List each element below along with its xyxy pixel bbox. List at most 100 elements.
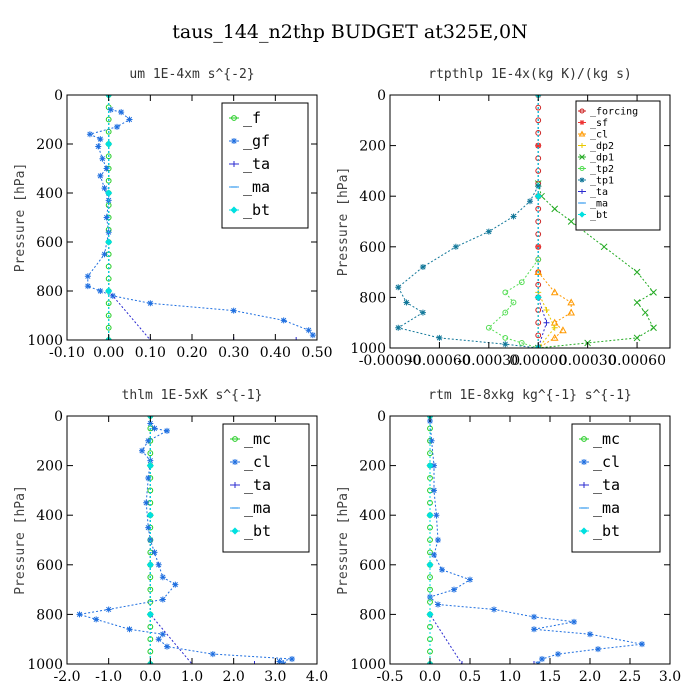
y-axis-label: Pressure [hPa]: [13, 485, 28, 595]
data-point: [550, 288, 559, 296]
data-point: [126, 116, 133, 123]
plot-area: [395, 95, 657, 348]
legend-label: _tp1: [590, 176, 614, 187]
data-point: [427, 574, 433, 581]
x-tick-label: 2.0: [223, 669, 245, 685]
data-point: [431, 462, 437, 469]
data-point: [435, 537, 441, 543]
y-tick-label: 400: [359, 189, 386, 205]
data-point: [109, 292, 116, 299]
legend-marker: [231, 161, 237, 167]
series-tp1: [395, 183, 542, 348]
legend-marker: [231, 115, 237, 121]
chart-panel: rtpthlp 1E-4x(kg K)/(kg s) Pressure [hPa]…: [336, 67, 671, 369]
data-point: [151, 549, 158, 556]
data-point: [531, 626, 537, 633]
legend-label: _dp2: [590, 141, 614, 152]
x-tick-label: -1.0: [95, 669, 122, 685]
data-point: [159, 631, 166, 638]
x-tick-label: 0.20: [176, 345, 207, 361]
y-tick-label: 400: [36, 508, 63, 524]
data-point: [639, 641, 645, 648]
data-point: [543, 319, 550, 326]
data-point: [459, 661, 465, 664]
legend-marker: [231, 138, 237, 144]
data-point: [426, 561, 434, 569]
data-point: [147, 450, 154, 457]
data-point: [172, 581, 179, 588]
data-point: [555, 651, 561, 658]
data-point: [155, 561, 162, 568]
panel-title: um 1E-4xm s^{-2}: [129, 67, 254, 82]
legend-label: _ma: [590, 199, 608, 210]
legend: _mc _cl _ta _ma _bt: [571, 423, 661, 553]
data-point: [426, 511, 434, 519]
legend-marker: [581, 482, 587, 488]
legend-label: _bt: [593, 522, 620, 540]
data-point: [567, 298, 576, 306]
data-point: [518, 279, 525, 286]
data-point: [164, 427, 170, 434]
data-point: [595, 646, 601, 653]
legend-label: _mc: [593, 430, 620, 448]
data-point: [97, 288, 104, 294]
figure-title: taus_144_n2thp BUDGET at325E,0N: [172, 21, 527, 43]
data-point: [251, 661, 258, 664]
data-point: [147, 420, 154, 427]
data-point: [114, 123, 120, 130]
data-point: [143, 499, 150, 506]
data-point: [151, 425, 158, 432]
data-point: [502, 309, 509, 316]
data-point: [531, 661, 537, 664]
series-bt: [105, 95, 113, 340]
panel-title: rtm 1E-8xkg kg^{-1} s^{-1}: [428, 388, 632, 403]
legend-marker: [579, 108, 585, 114]
data-point: [502, 334, 509, 341]
x-tick-label: 3.0: [264, 669, 286, 685]
data-point: [280, 317, 287, 324]
data-point: [535, 183, 542, 190]
y-tick-label: 200: [359, 459, 386, 475]
legend-marker: [579, 189, 585, 194]
data-point: [101, 251, 108, 258]
data-point: [633, 299, 641, 306]
data-point: [491, 606, 497, 613]
legend: _f _gf _ta _ma _bt: [221, 102, 309, 229]
data-point: [105, 116, 112, 123]
legend-marker: [232, 436, 238, 442]
series-line: [537, 95, 548, 348]
legend-marker: [579, 154, 585, 160]
data-point: [535, 142, 542, 149]
legend: _mc _cl _ta _ma _bt: [222, 423, 310, 553]
legend-label: _bt: [244, 522, 271, 540]
data-point: [633, 268, 641, 276]
y-tick-label: 200: [36, 459, 63, 475]
y-tick-label: 200: [359, 139, 386, 155]
x-tick-label: -0.00060: [408, 353, 471, 369]
data-point: [309, 332, 316, 339]
data-point: [76, 611, 83, 618]
y-tick-label: 1000: [27, 657, 63, 673]
y-axis-label: Pressure [hPa]: [336, 485, 351, 595]
series-line: [429, 416, 534, 664]
legend-label: _ta: [593, 476, 620, 494]
y-tick-label: 1000: [27, 333, 63, 349]
x-tick-label: 0.50: [301, 345, 332, 361]
legend-marker: [579, 143, 585, 148]
x-tick-label: 2.5: [619, 669, 641, 685]
y-tick-label: 1000: [350, 341, 386, 357]
legend-label: _ta: [243, 155, 270, 173]
data-point: [103, 214, 110, 221]
y-tick-label: 0: [377, 409, 386, 425]
data-point: [567, 308, 576, 316]
series-ta: [427, 416, 537, 664]
legend-label: _ta: [590, 187, 608, 198]
series-line: [87, 109, 314, 336]
x-tick-label: 4.0: [306, 669, 328, 685]
x-tick-label: -0.5: [377, 669, 404, 685]
legend-marker: [232, 459, 238, 465]
data-point: [105, 324, 112, 331]
series-line: [537, 271, 572, 348]
data-point: [146, 561, 154, 569]
data-point: [146, 462, 154, 470]
